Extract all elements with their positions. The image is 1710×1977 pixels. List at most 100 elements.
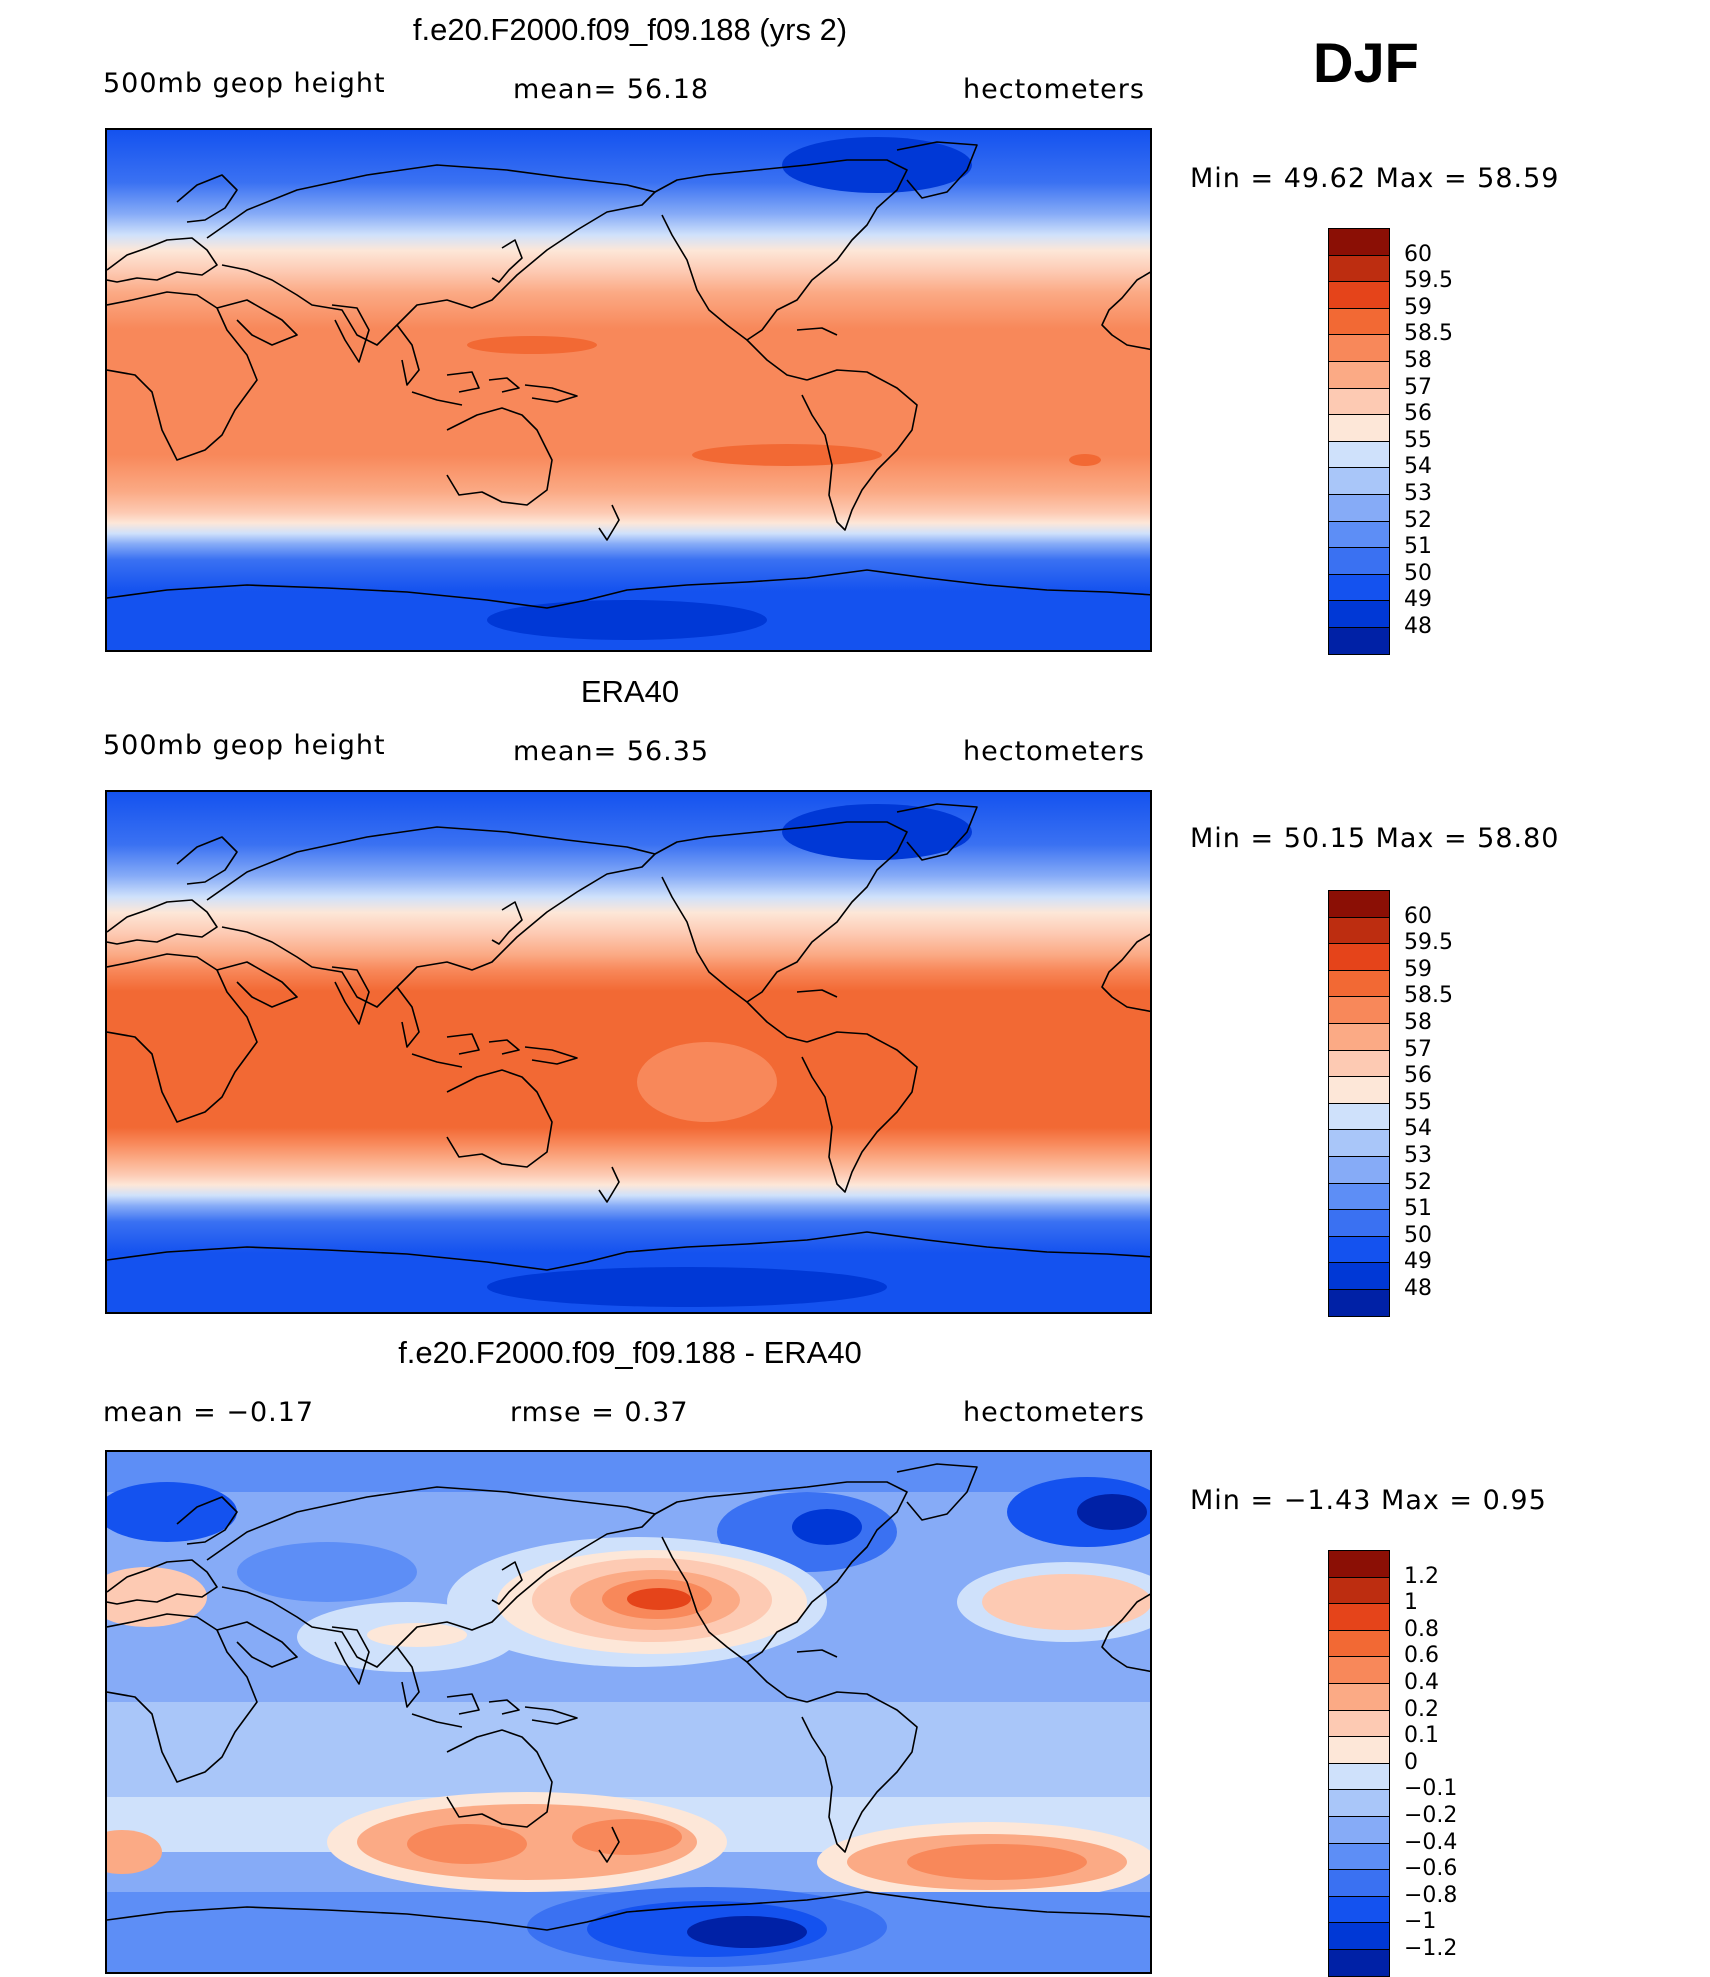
panel-1-colorbar-label: 58	[1404, 348, 1432, 373]
panel-2-colorbar-swatch	[1329, 1077, 1389, 1104]
panel-3-colorbar: 1.2 1 0.8 0.6 0.4 0.2 0.1 0 −0.1 −0.2 −0.4 −0.6 −0.8…	[1328, 1550, 1457, 1977]
panel-1-colorbar-swatch	[1329, 255, 1389, 283]
panel-2-colorbar-label: 50	[1404, 1222, 1432, 1248]
panel-3-colorbar-swatch	[1329, 1923, 1389, 1950]
panel-2-colorbar-label: 53	[1404, 1143, 1432, 1168]
panel-3-south-pacific-east	[572, 1819, 682, 1855]
panel-2-colorbar-label: 54	[1404, 1116, 1432, 1142]
panel-3-low-antarctic-core	[687, 1916, 807, 1948]
panel-1-colorbar-label: 60	[1404, 241, 1432, 267]
panel-3-title: f.e20.F2000.f09_f09.188 - ERA40	[398, 1335, 862, 1370]
panel-3-map-svg	[107, 1452, 1150, 1972]
panel-3-colorbar-swatch	[1329, 1790, 1389, 1817]
panel-2-colorbar-label: 59	[1404, 956, 1432, 982]
panel-1-low-south	[487, 600, 767, 640]
panel-1-map	[105, 128, 1152, 652]
panel-2-colorbar-swatch	[1329, 1156, 1389, 1184]
panel-3-low-alaska-core	[792, 1509, 862, 1545]
panel-3-colorbar-swatch	[1329, 1577, 1389, 1605]
panel-2-low-south	[487, 1267, 887, 1307]
panel-3-colorbar-label: −0.8	[1404, 1882, 1458, 1908]
panel-1-map-svg	[107, 130, 1150, 650]
panel-3-arctic-band	[107, 1452, 1150, 1492]
panel-1-high-east-pacific	[692, 444, 882, 466]
panel-3-colorbar-swatch	[1329, 1710, 1389, 1738]
panel-2-colorbar-label: 60	[1404, 903, 1432, 929]
panel-2-colorbar-label: 51	[1404, 1196, 1432, 1222]
panel-1-colorbar-label: 59.5	[1404, 268, 1453, 294]
panel-2-colorbar-swatch	[1329, 1130, 1389, 1157]
panel-1-field	[107, 130, 1150, 650]
panel-1-colorbar-label: 50	[1404, 560, 1432, 586]
panel-1-colorbar-label: 54	[1404, 454, 1432, 480]
panel-3-colorbar-label: −0.2	[1404, 1803, 1458, 1828]
panel-2-variable-label: 500mb geop height	[103, 730, 386, 761]
panel-1-colorbar-label: 52	[1404, 507, 1432, 533]
panel-2-colorbar-swatch	[1329, 1289, 1389, 1316]
panel-3-europe-anomaly	[107, 1567, 207, 1627]
panel-3-colorbar-label: −1.2	[1404, 1936, 1458, 1961]
panel-1-colorbar-swatch	[1329, 308, 1389, 336]
panel-1-colorbar-swatch	[1329, 521, 1389, 549]
panel-2-colorbar-swatch	[1329, 1263, 1389, 1290]
panel-1-variable-label: 500mb geop height	[103, 68, 386, 99]
panel-2-colorbar-label: 59.5	[1404, 930, 1453, 956]
panel-3-colorbar-label: 0.6	[1404, 1643, 1439, 1669]
panel-1-units-label: hectometers	[963, 74, 1145, 105]
panel-1-colorbar-swatch	[1329, 282, 1389, 309]
panel-2-colorbar-swatch	[1329, 1023, 1389, 1051]
panel-1-colorbar-swatch	[1329, 494, 1389, 522]
panel-1-mean-label: mean= 56.18	[513, 74, 710, 105]
panel-2-minmax: Min = 50.15 Max = 58.80	[1190, 823, 1560, 854]
panel-3-colorbar-swatch	[1329, 1949, 1389, 1976]
panel-1-colorbar-swatch	[1329, 601, 1389, 628]
panel-1-colorbar-swatch	[1329, 468, 1389, 495]
panel-3-colorbar-label: 1	[1404, 1590, 1418, 1616]
panel-2-title: ERA40	[580, 674, 680, 709]
panel-2-colorbar-swatch	[1329, 891, 1389, 918]
season-label: DJF	[1313, 31, 1419, 94]
panel-1-colorbar-label: 57	[1404, 374, 1432, 400]
panel-2-colorbar: 60 59.5 59 58.5 58 57 56 55 54 53 52 51 50 49 48	[1328, 890, 1453, 1317]
panel-3-colorbar-label: −0.1	[1404, 1776, 1458, 1802]
panel-1-high-west-pacific	[467, 336, 597, 354]
panel-3-colorbar-swatch	[1329, 1896, 1389, 1924]
panel-3-colorbar-label: −0.4	[1404, 1829, 1458, 1855]
panel-2-low-north	[782, 804, 972, 860]
panel-2-colorbar-label: 55	[1404, 1089, 1432, 1115]
panel-2-colorbar-swatch	[1329, 970, 1389, 998]
panel-1-low-north	[782, 137, 972, 193]
panel-1-colorbar-swatch	[1329, 574, 1389, 602]
panel-2-colorbar-swatches	[1328, 890, 1390, 1317]
panel-2-map	[105, 790, 1152, 1314]
panel-3-rmse-label: rmse = 0.37	[510, 1397, 689, 1428]
panel-2-colorbar-swatch	[1329, 997, 1389, 1024]
panel-2-colorbar-swatch	[1329, 1236, 1389, 1264]
panel-3-colorbar-label: 1.2	[1404, 1563, 1439, 1589]
panel-1-colorbar-swatch	[1329, 361, 1389, 389]
panel-1-colorbar-label: 58.5	[1404, 321, 1453, 347]
panel-3-colorbar-label: 0.8	[1404, 1616, 1439, 1642]
panel-3-colorbar-swatch	[1329, 1604, 1389, 1631]
panel-3-minmax: Min = −1.43 Max = 0.95	[1190, 1485, 1547, 1516]
panel-3-colorbar-swatch	[1329, 1763, 1389, 1791]
panel-1-colorbar-swatch	[1329, 441, 1389, 469]
panel-2-colorbar-label: 58	[1404, 1010, 1432, 1035]
panel-3-low-atlantic-north	[107, 1482, 237, 1542]
panel-2-colorbar-label: 49	[1404, 1249, 1432, 1275]
panel-1-colorbar-label: 53	[1404, 481, 1432, 506]
panel-2-colorbar-swatch	[1329, 1103, 1389, 1131]
panel-1-colorbar: 60 59.5 59 58.5 58 57 56 55 54 53 52 51 50 49 48	[1328, 228, 1453, 655]
panel-3-west-edge-anomaly	[107, 1830, 162, 1874]
panel-3-units-label: hectometers	[963, 1397, 1145, 1428]
panel-3-colorbar-swatch	[1329, 1683, 1389, 1711]
panel-3-colorbar-swatch	[1329, 1630, 1389, 1658]
panel-2-field	[107, 792, 1150, 1312]
panel-1-title: f.e20.F2000.f09_f09.188 (yrs 2)	[412, 12, 848, 47]
panel-3-colorbar-label: −1	[1404, 1909, 1437, 1935]
panel-2-colorbar-label: 58.5	[1404, 983, 1453, 1009]
panel-1-colorbar-swatches	[1328, 228, 1390, 655]
panel-1-colorbar-label: 48	[1404, 614, 1432, 639]
panel-3-south-pacific-west	[407, 1824, 527, 1864]
panel-1-colorbar-swatch	[1329, 627, 1389, 654]
